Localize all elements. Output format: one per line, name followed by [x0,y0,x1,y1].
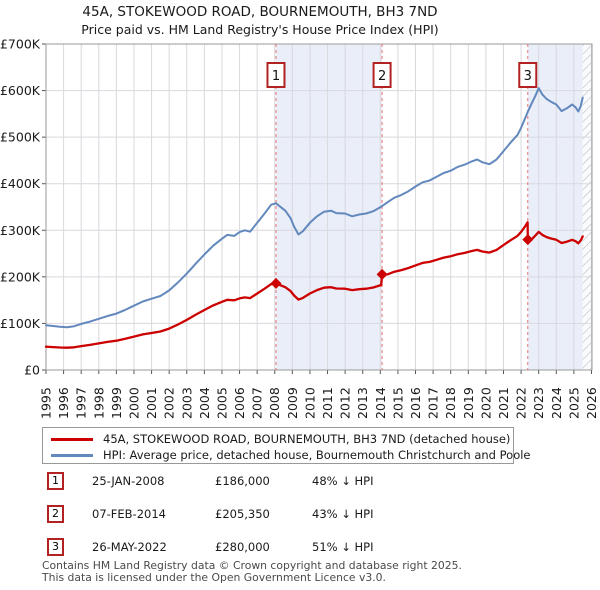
legend-item-hpi: HPI: Average price, detached house, Bour… [51,447,531,463]
y-axis-labels: £0 £100K £200K £300K £400K £500K £600K £700K [0,37,41,378]
price-history-chart: 1995 1996 1997 1998 1999 2000 2001 2002 2003 2004… [0,37,599,420]
svg-text:2002: 2002 [162,387,177,419]
series-price-paid [44,221,584,349]
sale-price: £280,000 [215,540,270,554]
sale-number-box-2 [372,62,392,88]
svg-text:2024: 2024 [549,387,564,419]
svg-text:2018: 2018 [443,387,458,419]
chart-legend: 45A, STOKEWOOD ROAD, BOURNEMOUTH, BH3 7N… [42,427,531,464]
svg-text:£600K: £600K [0,83,41,98]
svg-text:£200K: £200K [0,269,41,284]
sale-price: £186,000 [215,474,270,488]
svg-text:£100K: £100K [0,316,41,331]
svg-text:2016: 2016 [408,387,423,419]
svg-text:2006: 2006 [232,387,247,419]
svg-text:1: 1 [272,69,280,84]
sale-number-badge: 1 [47,472,64,490]
svg-text:2021: 2021 [496,387,511,419]
svg-text:2001: 2001 [144,387,159,419]
svg-text:£300K: £300K [0,223,41,238]
svg-text:1998: 1998 [91,387,106,419]
svg-text:2009: 2009 [285,387,300,419]
sale-vs-hpi: 51% ↓ HPI [312,540,374,554]
footer-line-1: Contains HM Land Registry data © Crown c… [42,559,462,572]
svg-text:£700K: £700K [0,37,41,52]
sale-number-badge: 3 [47,538,64,556]
sale-row-1: 1 25-JAN-2008 £186,000 48% ↓ HPI [0,472,600,490]
svg-text:3: 3 [524,69,532,84]
sale-diamond-2 [376,268,388,280]
svg-text:2023: 2023 [531,387,546,419]
svg-text:2010: 2010 [302,387,317,419]
svg-text:2007: 2007 [250,387,265,419]
sale-price: £205,350 [215,507,270,521]
svg-text:1996: 1996 [56,387,71,419]
svg-text:2025: 2025 [566,387,581,419]
sale-number-badge: 2 [47,505,64,523]
svg-text:2011: 2011 [320,387,335,419]
svg-text:£400K: £400K [0,176,41,191]
legend-label-property: 45A, STOKEWOOD ROAD, BOURNEMOUTH, BH3 7N… [103,432,511,446]
sale-date: 26-MAY-2022 [92,540,167,554]
svg-text:2: 2 [378,69,386,84]
sale-row-3: 3 26-MAY-2022 £280,000 51% ↓ HPI [0,538,600,556]
sale-number-box-1 [266,62,286,88]
legend-swatch-property-line [51,437,93,441]
svg-text:2026: 2026 [584,387,599,419]
svg-text:2008: 2008 [267,387,282,419]
sale-date: 25-JAN-2008 [92,474,165,488]
page-subtitle: Price paid vs. HM Land Registry's House … [81,22,439,37]
svg-text:2003: 2003 [179,387,194,419]
future-hatch-band [582,44,592,370]
svg-text:1995: 1995 [39,387,54,419]
footer-line-2: This data is licensed under the Open Gov… [42,570,386,584]
svg-text:2012: 2012 [338,387,353,419]
svg-text:2022: 2022 [514,387,529,419]
legend-label-hpi: HPI: Average price, detached house, Bour… [103,448,531,462]
x-axis-labels: 1995 1996 1997 1998 1999 2000 2001 2002 2003 2004… [39,387,599,419]
svg-text:2005: 2005 [214,387,229,419]
svg-text:2000: 2000 [126,387,141,419]
svg-text:2015: 2015 [390,387,405,419]
svg-text:£0: £0 [24,363,40,378]
series-hpi [45,87,584,329]
plot-border [45,43,593,371]
gridlines [45,43,592,371]
sale-date: 07-FEB-2014 [92,507,166,521]
svg-text:2017: 2017 [426,387,441,419]
legend-swatch-hpi-line [51,453,93,457]
sale-number-boxes: 1 2 3 [266,62,538,88]
sale-diamond-1 [270,277,282,289]
license-footer: Contains HM Land Registry data © Crown c… [42,560,462,584]
svg-text:1999: 1999 [109,387,124,419]
sale-vs-hpi: 43% ↓ HPI [312,507,374,521]
sale-row-2: 2 07-FEB-2014 £205,350 43% ↓ HPI [0,505,600,523]
sale-diamond-3 [522,234,534,246]
svg-text:2004: 2004 [197,387,212,419]
legend-item-property: 45A, STOKEWOOD ROAD, BOURNEMOUTH, BH3 7N… [51,431,513,447]
svg-text:2019: 2019 [461,387,476,419]
svg-text:2014: 2014 [373,387,388,419]
svg-text:£500K: £500K [0,130,41,145]
svg-text:2013: 2013 [355,387,370,419]
axis-ticks [42,43,592,374]
svg-text:1997: 1997 [74,387,89,419]
page-title: 45A, STOKEWOOD ROAD, BOURNEMOUTH, BH3 7N… [82,4,438,20]
sale-point-markers [270,234,534,289]
sale-vs-hpi: 48% ↓ HPI [312,474,374,488]
svg-text:2020: 2020 [478,387,493,419]
sale-number-box-3 [518,62,538,88]
sales-table: 1 25-JAN-2008 £186,000 48% ↓ HPI 2 07-FE… [0,472,600,571]
